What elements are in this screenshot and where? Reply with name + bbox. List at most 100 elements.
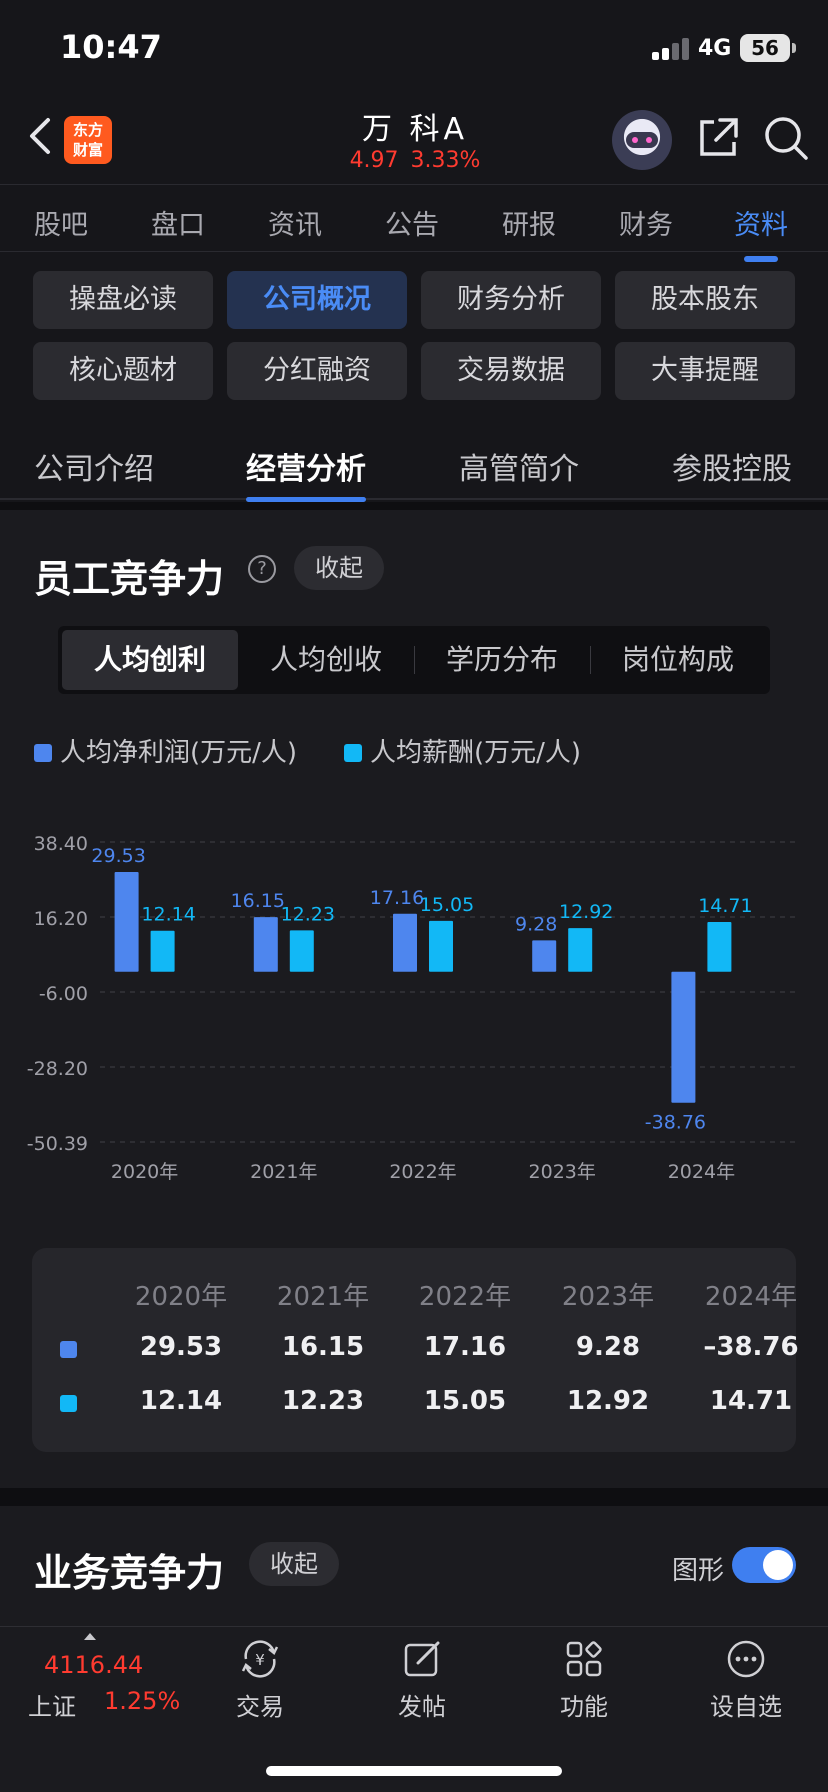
x-tick-label: 2022年 bbox=[389, 1161, 456, 1183]
signal-icon bbox=[652, 36, 692, 60]
share-icon[interactable] bbox=[696, 116, 740, 160]
subtab-business-analysis[interactable]: 经营分析 bbox=[246, 444, 366, 502]
caret-up-icon bbox=[84, 1633, 96, 1640]
back-chevron-icon[interactable] bbox=[22, 114, 62, 158]
nav-label: 交易 bbox=[236, 1693, 284, 1721]
yuan-exchange-icon: ¥ bbox=[241, 1640, 279, 1678]
subtab-holdings[interactable]: 参股控股 bbox=[672, 452, 792, 487]
bar-salary bbox=[150, 930, 175, 972]
edit-post-icon bbox=[404, 1641, 440, 1677]
collapse-button[interactable]: 收起 bbox=[294, 546, 384, 590]
index-value[interactable]: 4116.44 bbox=[44, 1651, 144, 1679]
stock-name: 万 科A bbox=[361, 112, 469, 147]
help-icon[interactable]: ? bbox=[248, 555, 276, 583]
chart-toggle-label: 图形 bbox=[672, 1556, 725, 1586]
data-label: -38.76 bbox=[645, 1112, 706, 1134]
table-header: 2021年 bbox=[276, 1282, 370, 1312]
tab-profile[interactable]: 资料 bbox=[734, 203, 788, 262]
tab-finance[interactable]: 财务 bbox=[619, 210, 673, 241]
data-label: 12.23 bbox=[281, 903, 335, 925]
x-tick-label: 2024年 bbox=[668, 1161, 735, 1183]
table-cell: 12.92 bbox=[566, 1386, 650, 1416]
home-indicator bbox=[266, 1766, 562, 1776]
bar-net-profit bbox=[671, 971, 696, 1103]
y-tick-label: 16.20 bbox=[34, 908, 88, 930]
segment-control: 人均创利 人均创收 学历分布 岗位构成 bbox=[58, 626, 770, 694]
robot-avatar-icon[interactable] bbox=[612, 110, 672, 170]
stock-quote: 4.97 3.33% bbox=[300, 148, 530, 173]
data-label: 16.15 bbox=[231, 890, 285, 912]
tab-news[interactable]: 资讯 bbox=[268, 210, 322, 241]
row-swatch-net-profit bbox=[60, 1341, 77, 1358]
btn-major-events[interactable]: 大事提醒 bbox=[615, 342, 795, 400]
battery-icon: 56 bbox=[740, 34, 790, 62]
bar-salary bbox=[707, 922, 732, 972]
btn-shareholders[interactable]: 股本股东 bbox=[615, 271, 795, 329]
tab-announcements[interactable]: 公告 bbox=[385, 210, 439, 241]
data-label: 15.05 bbox=[420, 894, 474, 916]
nav-add-watchlist[interactable]: 设自选 bbox=[676, 1627, 816, 1722]
subtab-executives[interactable]: 高管简介 bbox=[459, 452, 579, 487]
chart-toggle[interactable] bbox=[732, 1547, 796, 1583]
status-bar: 10:47 4G 56 bbox=[0, 0, 828, 96]
main-tabs: 股吧 盘口 资讯 公告 研报 财务 资料 bbox=[0, 184, 828, 262]
row-swatch-salary bbox=[60, 1395, 77, 1412]
btn-core-themes[interactable]: 核心题材 bbox=[33, 342, 213, 400]
bar-net-profit bbox=[393, 913, 417, 972]
tab-pankou[interactable]: 盘口 bbox=[151, 210, 205, 241]
collapse-button[interactable]: 收起 bbox=[249, 1542, 339, 1586]
search-icon[interactable] bbox=[762, 114, 810, 162]
tab-guba[interactable]: 股吧 bbox=[34, 210, 88, 241]
btn-company-overview[interactable]: 公司概况 bbox=[227, 271, 407, 329]
table-header: 2020年 bbox=[134, 1282, 228, 1312]
segment-education[interactable]: 学历分布 bbox=[445, 643, 558, 676]
segment-positions[interactable]: 岗位构成 bbox=[621, 643, 734, 676]
section-title: 员工竞争力 bbox=[34, 557, 225, 601]
y-tick-label: -50.39 bbox=[27, 1133, 88, 1155]
btn-trading-must-read[interactable]: 操盘必读 bbox=[33, 271, 213, 329]
svg-text:¥: ¥ bbox=[255, 1651, 265, 1669]
grid-apps-icon bbox=[566, 1641, 602, 1677]
table-header: 2024年 bbox=[704, 1282, 798, 1312]
nav-trade[interactable]: ¥ 交易 bbox=[190, 1627, 330, 1722]
segment-revenue-per-capita[interactable]: 人均创收 bbox=[269, 643, 382, 676]
segment-profit-per-capita[interactable]: 人均创利 bbox=[62, 630, 238, 690]
table-cell: 29.53 bbox=[139, 1332, 223, 1362]
sub-tabs: 公司介绍 经营分析 高管简介 参股控股 bbox=[0, 436, 828, 502]
legend-item-net-profit: 人均净利润(万元/人) bbox=[34, 732, 297, 768]
nav-functions[interactable]: 功能 bbox=[514, 1627, 654, 1722]
nav-label: 功能 bbox=[560, 1693, 608, 1721]
table-header: 2023年 bbox=[561, 1282, 655, 1312]
legend-label: 人均薪酬(万元/人) bbox=[370, 738, 582, 768]
table-cell: 14.71 bbox=[709, 1386, 793, 1416]
table-cell: 9.28 bbox=[575, 1332, 641, 1362]
section-title: 业务竞争力 bbox=[34, 1551, 225, 1595]
employee-competitiveness-card: 员工竞争力 ? 收起 人均创利 人均创收 学历分布 岗位构成 人均净利润(万元/… bbox=[0, 510, 828, 1488]
index-change[interactable]: 1.25% bbox=[104, 1687, 181, 1715]
btn-trading-data[interactable]: 交易数据 bbox=[421, 342, 601, 400]
section-divider bbox=[0, 1488, 828, 1506]
tab-research[interactable]: 研报 bbox=[502, 210, 556, 241]
btn-financial-analysis[interactable]: 财务分析 bbox=[421, 271, 601, 329]
table-cell: –38.76 bbox=[703, 1332, 799, 1362]
table-header: 2022年 bbox=[418, 1282, 512, 1312]
table-cell: 16.15 bbox=[281, 1332, 365, 1362]
btn-dividends[interactable]: 分红融资 bbox=[227, 342, 407, 400]
stock-change: 3.33% bbox=[410, 148, 481, 173]
per-capita-bar-chart: 38.40 16.20 -6.00 -28.20 -50.39 2020年 29.53 12.… bbox=[27, 833, 796, 1183]
bar-salary bbox=[568, 928, 593, 972]
table-cell: 12.23 bbox=[281, 1386, 365, 1416]
x-tick-label: 2020年 bbox=[111, 1161, 178, 1183]
data-label: 12.14 bbox=[141, 904, 195, 926]
index-name[interactable]: 上证 bbox=[28, 1693, 76, 1721]
bar-net-profit bbox=[114, 871, 139, 972]
logo-text-top: 东方 bbox=[72, 121, 103, 139]
table-cell: 17.16 bbox=[423, 1332, 507, 1362]
legend-item-salary: 人均薪酬(万元/人) bbox=[344, 732, 581, 768]
logo-text-bottom: 财富 bbox=[72, 141, 103, 159]
data-label: 12.92 bbox=[559, 901, 613, 923]
x-tick-label: 2023年 bbox=[529, 1161, 596, 1183]
subtab-company-intro[interactable]: 公司介绍 bbox=[34, 452, 154, 487]
stock-header: 东方 财富 万 科A 4.97 3.33% bbox=[0, 96, 828, 184]
nav-post[interactable]: 发帖 bbox=[352, 1627, 492, 1722]
